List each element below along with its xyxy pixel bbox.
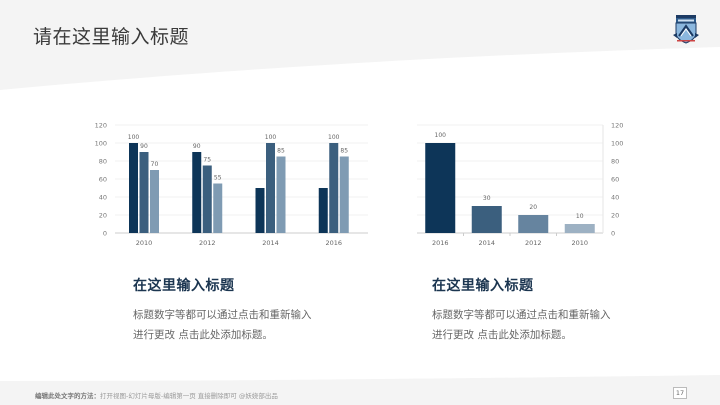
bar [202, 165, 212, 233]
header-background [0, 0, 720, 90]
svg-text:75: 75 [203, 157, 211, 164]
bar [266, 143, 275, 233]
svg-text:100: 100 [265, 134, 277, 141]
bar [129, 143, 138, 233]
svg-text:60: 60 [611, 176, 619, 184]
svg-text:55: 55 [214, 175, 222, 182]
svg-text:80: 80 [611, 158, 619, 166]
bar [255, 188, 265, 233]
bar [329, 143, 339, 233]
svg-text:0: 0 [611, 230, 615, 238]
svg-text:2010: 2010 [136, 239, 153, 247]
svg-text:2012: 2012 [199, 239, 216, 247]
svg-text:2010: 2010 [571, 239, 588, 247]
svg-text:2016: 2016 [325, 239, 342, 247]
bar [564, 224, 595, 233]
bar [318, 188, 328, 233]
svg-text:2014: 2014 [262, 239, 279, 247]
svg-text:60: 60 [99, 176, 107, 184]
block-heading[interactable]: 在这里输入标题 [432, 278, 534, 294]
svg-text:100: 100 [611, 140, 623, 148]
svg-text:85: 85 [277, 148, 285, 155]
ranking-bar-chart-canvas: 0 20 40 60 80 100 120 100 2016 30 2014 20 2012 10 2010 [417, 122, 623, 247]
page-number: 17 [673, 387, 687, 399]
page-title: 请在这里输入标题 [33, 26, 190, 48]
text-block-right: 在这里输入标题 标题数字等都可以通过点击和重新输入 进行更改 点击此处添加标题。 [432, 275, 652, 345]
block-body-line[interactable]: 进行更改 点击此处添加标题。 [133, 329, 273, 341]
bar [150, 170, 159, 233]
svg-text:100: 100 [95, 140, 107, 148]
svg-text:120: 120 [95, 122, 107, 130]
footer-label: 编辑此处文字的方法： [35, 392, 100, 400]
svg-text:80: 80 [99, 158, 107, 166]
footer-note: 编辑此处文字的方法：打开视图-幻灯片母版-编辑第一页 直接删除即可 @妖娆部出品 [35, 390, 278, 400]
svg-text:70: 70 [151, 161, 159, 168]
svg-text:90: 90 [193, 143, 201, 150]
svg-text:2012: 2012 [525, 239, 542, 247]
svg-text:10: 10 [576, 213, 584, 220]
bar [425, 143, 456, 233]
svg-text:20: 20 [99, 212, 107, 220]
university-crest-icon [673, 15, 699, 44]
bar [471, 206, 502, 233]
ranking-bar-chart: 0 20 40 60 80 100 120 100 2016 30 2014 20 2012 10 2010 [405, 115, 635, 255]
block-body-line[interactable]: 标题数字等都可以通过点击和重新输入 [133, 309, 312, 321]
bar [339, 156, 349, 233]
svg-text:2016: 2016 [432, 239, 449, 247]
svg-text:20: 20 [529, 204, 537, 211]
block-body-line[interactable]: 标题数字等都可以通过点击和重新输入 [432, 309, 611, 321]
bar [213, 183, 223, 233]
svg-text:120: 120 [611, 122, 623, 130]
svg-text:100: 100 [128, 134, 140, 141]
svg-text:40: 40 [99, 194, 107, 202]
bar [139, 152, 149, 233]
svg-text:0: 0 [103, 230, 107, 238]
block-body-line[interactable]: 进行更改 点击此处添加标题。 [432, 329, 572, 341]
svg-text:100: 100 [435, 132, 447, 139]
svg-text:100: 100 [328, 134, 340, 141]
svg-text:85: 85 [340, 148, 348, 155]
footer-instructions: 打开视图-幻灯片母版-编辑第一页 直接删除即可 @妖娆部出品 [100, 392, 278, 400]
grouped-bar-chart: 0 20 40 60 80 100 120 100 90 70 2010 90 75 55 2012 100 8… [85, 115, 375, 255]
block-heading[interactable]: 在这里输入标题 [133, 278, 235, 294]
footer-background [0, 375, 720, 405]
svg-text:40: 40 [611, 194, 619, 202]
svg-text:2014: 2014 [478, 239, 495, 247]
text-block-left: 在这里输入标题 标题数字等都可以通过点击和重新输入 进行更改 点击此处添加标题。 [133, 275, 353, 345]
bar [276, 156, 286, 233]
svg-text:30: 30 [483, 195, 491, 202]
bar [192, 152, 202, 233]
bar [518, 215, 549, 233]
svg-text:90: 90 [140, 143, 148, 150]
grouped-bar-chart-canvas: 0204060801001201009070201090755520121008… [95, 122, 368, 247]
svg-text:20: 20 [611, 212, 619, 220]
